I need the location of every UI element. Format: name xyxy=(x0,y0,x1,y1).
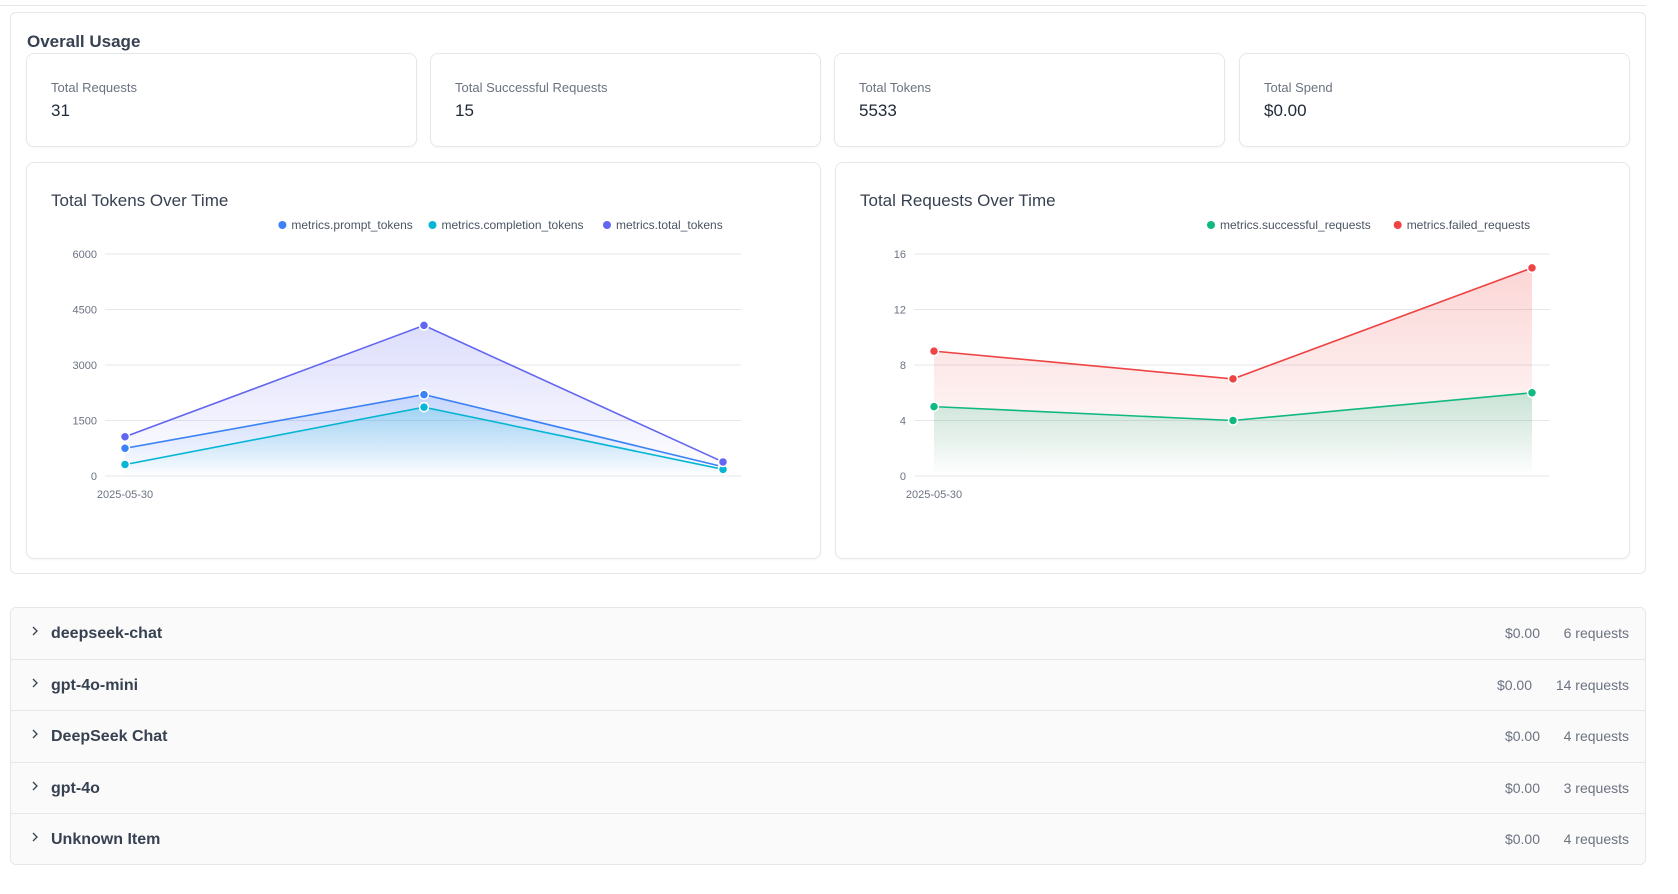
point-metrics-failed-requests xyxy=(1526,262,1538,274)
legend-label: metrics.total_tokens xyxy=(616,218,723,232)
stat-label: Total Requests xyxy=(51,80,137,95)
stat-card-total-tokens: Total Tokens 5533 xyxy=(834,53,1225,147)
group-requests: 14 requests xyxy=(1555,676,1629,693)
point-metrics-completion-tokens xyxy=(418,401,430,413)
point-metrics-prompt-tokens xyxy=(418,389,430,400)
chevron-right-icon xyxy=(32,678,38,688)
x-tick-label: 2025-05-30 xyxy=(97,489,153,501)
y-tick-label: 1500 xyxy=(73,416,97,428)
group-name: deepseek-chat xyxy=(51,625,163,642)
legend-label: metrics.completion_tokens xyxy=(442,218,584,232)
point-metrics-total-tokens xyxy=(717,456,729,468)
group-name: DeepSeek Chat xyxy=(51,728,168,746)
group-requests: 3 requests xyxy=(1563,779,1629,796)
group-requests: 6 requests xyxy=(1563,625,1629,641)
y-tick-label: 3000 xyxy=(73,360,97,372)
requests-over-time-chart[interactable]: 0 4 8 12 16 2025-05-30 metrics.failed_requests… xyxy=(836,163,1631,560)
tokens-chart-card: Total Tokens Over Time 0 1500 3000 4500 6000… xyxy=(26,162,821,559)
chevron-right-icon xyxy=(32,729,38,739)
point-metrics-prompt-tokens xyxy=(119,443,131,454)
group-name: gpt-4o-mini xyxy=(51,676,139,694)
group-spend: $0.00 xyxy=(1504,831,1540,848)
legend-dot-metrics-completion-tokens xyxy=(428,221,437,229)
point-metrics-completion-tokens xyxy=(119,459,131,470)
group-requests: 4 requests xyxy=(1563,728,1629,745)
group-spend: $0.00 xyxy=(1496,676,1532,693)
requests-chart-card: Total Requests Over Time 0 4 8 12 16 2025-05-… xyxy=(835,162,1630,559)
group-name: gpt-4o xyxy=(51,779,100,797)
stat-label: Total Tokens xyxy=(859,80,932,95)
group-row-gpt-4o[interactable]: gpt-4o $0.00 3 requests xyxy=(11,762,1645,815)
overall-usage-panel: Overall Usage Total Requests 31 Total Su… xyxy=(10,12,1646,574)
x-tick-label: 2025-05-30 xyxy=(906,489,962,501)
chart-title: Total Tokens Over Time xyxy=(51,191,229,210)
y-tick-label: 4 xyxy=(900,416,906,428)
legend-dot-metrics-successful-requests xyxy=(1207,221,1215,229)
chart-title: Total Requests Over Time xyxy=(860,191,1056,210)
group-spend: $0.00 xyxy=(1504,779,1540,796)
group-row-deepseek-chat[interactable]: deepseek-chat $0.00 6 requests xyxy=(11,608,1645,660)
legend-label: metrics.successful_requests xyxy=(1220,218,1371,232)
group-row-unknown-item[interactable]: Unknown Item $0.00 4 requests xyxy=(11,814,1645,864)
point-metrics-successful-requests xyxy=(928,401,940,412)
y-tick-label: 12 xyxy=(894,305,906,317)
point-metrics-total-tokens xyxy=(418,320,430,331)
legend-label: metrics.failed_requests xyxy=(1407,218,1530,232)
stat-card-total-spend: Total Spend $0.00 xyxy=(1239,53,1630,147)
stat-card-total-successful-requests: Total Successful Requests 15 xyxy=(430,53,821,147)
stat-value: $0.00 xyxy=(1264,101,1307,120)
y-tick-label: 4500 xyxy=(73,305,97,317)
point-metrics-successful-requests xyxy=(1526,387,1538,398)
overall-usage-title: Overall Usage xyxy=(27,32,141,51)
point-metrics-total-tokens xyxy=(119,431,131,443)
group-row-deepseek-chat-2[interactable]: DeepSeek Chat $0.00 4 requests xyxy=(11,711,1645,763)
group-name: Unknown Item xyxy=(51,831,161,849)
stat-label: Total Successful Requests xyxy=(455,80,608,95)
group-requests: 4 requests xyxy=(1563,831,1629,848)
area-metrics-completion-tokens xyxy=(125,407,723,476)
stat-card-total-requests: Total Requests 31 xyxy=(26,53,417,147)
chevron-right-icon xyxy=(32,781,38,791)
point-metrics-failed-requests xyxy=(1227,373,1239,385)
legend-dot-metrics-prompt-tokens xyxy=(278,221,287,229)
model-group-list: deepseek-chat $0.00 6 requests gpt-4o-mi… xyxy=(10,607,1646,865)
stat-label: Total Spend xyxy=(1264,80,1333,95)
legend-dot-metrics-total-tokens xyxy=(603,221,611,229)
stat-value: 15 xyxy=(455,101,474,120)
chevron-right-icon xyxy=(32,832,38,842)
y-tick-label: 0 xyxy=(91,471,97,483)
top-divider xyxy=(0,5,1646,6)
y-tick-label: 8 xyxy=(900,360,906,372)
point-metrics-successful-requests xyxy=(1227,415,1239,426)
y-tick-label: 16 xyxy=(894,249,906,261)
group-spend: $0.00 xyxy=(1504,625,1540,641)
point-metrics-failed-requests xyxy=(928,345,940,357)
group-row-gpt-4o-mini[interactable]: gpt-4o-mini $0.00 14 requests xyxy=(11,659,1645,712)
legend-dot-metrics-failed-requests xyxy=(1393,221,1402,229)
stat-value: 31 xyxy=(51,101,70,120)
y-tick-label: 0 xyxy=(900,471,906,483)
group-spend: $0.00 xyxy=(1504,728,1540,745)
legend-label: metrics.prompt_tokens xyxy=(291,218,412,232)
chevron-right-icon xyxy=(32,626,38,636)
stat-value: 5533 xyxy=(859,101,897,120)
y-tick-label: 6000 xyxy=(73,249,97,261)
tokens-over-time-chart[interactable]: 0 1500 3000 4500 6000 2025-05-30 metrics.total… xyxy=(27,163,822,560)
